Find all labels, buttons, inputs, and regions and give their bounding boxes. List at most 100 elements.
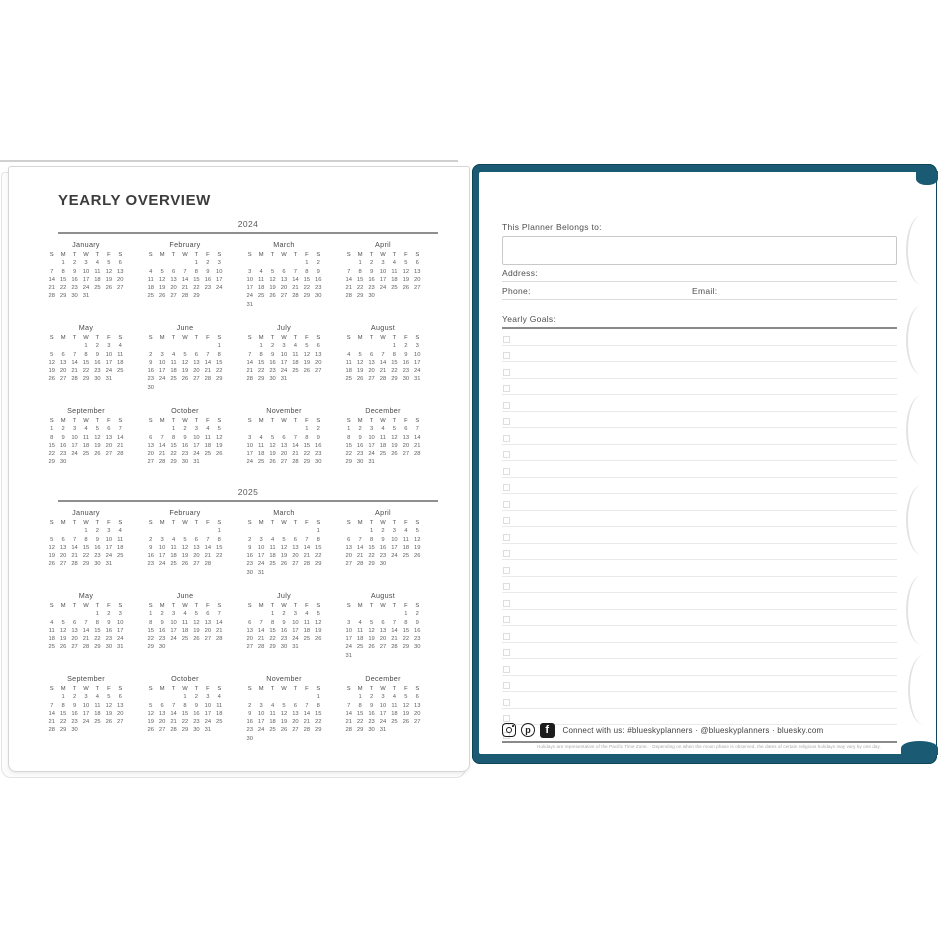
month-name: May [78,591,94,600]
goal-checkbox [503,418,510,425]
goal-line [502,676,897,692]
mini-calendar-july: July S M T W T F S 1 2 3 4 5 6 7 8 9 10 11 12 13 14 15 16 17 18 19… [240,591,328,674]
mini-calendar-august: August S M T W T F S 1 2 3 4 5 6 7 8 9 10 11 12 13 14 15 16 17 18… [339,591,427,674]
coil-loop [438,577,498,585]
mini-calendar-february: February S M T W T F S 1 2 3 4 5 6 7 8 9 10 11 12 13 14 15 16 17… [141,508,229,591]
goal-line [502,692,897,709]
month-name: August [370,323,396,332]
coil-loop [438,320,498,328]
month-name: December [365,674,401,683]
goal-line [502,626,897,643]
mini-calendar-september: September S M T W T F S 1 2 3 4 5 6 7 8 9 10 11 12 13 14 15 16 1… [42,406,130,489]
goal-checkbox [503,484,510,491]
coil-loop [438,263,498,271]
page-curl [906,485,938,555]
mini-calendar-may: May S M T W T F S 1 2 3 4 5 6 7 8 9 10 11 12 13 14 15 16 17 18 19 2… [42,323,130,406]
year-rule [58,500,438,502]
year-section-2025: 2025 January S M T W T F S 1 2 3 4 5 6 7 8 9 10 11 12 13 14 15… [48,487,438,757]
month-name: December [365,406,401,415]
goal-line [502,659,897,676]
facebook-icon: f [540,723,555,738]
yearly-goals-label: Yearly Goals: [502,314,557,324]
mini-calendar-october: October S M T W T F S 1 2 3 4 5 6 7 8 9 10 11 12 13 14 15 16 17 1… [141,674,229,757]
goal-checkbox [503,434,510,442]
goal-checkbox [503,616,510,623]
goal-line [502,560,897,577]
year-label: 2025 [237,487,259,497]
goal-line [502,643,897,659]
page-title: YEARLY OVERVIEW [58,192,211,209]
goal-line [502,544,897,560]
coil-loop [438,434,498,442]
goal-line [502,511,897,527]
holiday-disclaimer: Holidays are representative of the Pacif… [537,744,881,749]
month-name: February [169,240,201,249]
month-name: October [171,674,199,683]
mini-calendar-october: October S M T W T F S 1 2 3 4 5 6 7 8 9 10 11 12 13 14 15 16 17 1… [141,406,229,489]
coil-loop [438,406,498,414]
goal-checkbox [503,599,510,607]
mini-calendar-march: March S M T W T F S 1 2 3 4 5 6 7 8 9 10 11 12 13 14 15 16 17 18 1… [240,240,328,323]
month-name: September [67,406,105,415]
month-name: March [273,508,295,517]
goal-line [502,412,897,428]
goal-checkbox [503,682,510,689]
month-name: August [370,591,396,600]
goal-line [502,395,897,412]
mini-calendar-january: January S M T W T F S 1 2 3 4 5 6 7 8 9 10 11 12 13 14 15 16 17 1… [42,508,130,591]
cover-corner-top [916,171,938,185]
address-line [502,281,897,282]
goal-checkbox [503,352,510,359]
mini-calendar-february: February S M T W T F S 1 2 3 4 5 6 7 8 9 10 11 12 13 14 15 16 17… [141,240,229,323]
month-name: July [277,323,291,332]
goal-line [502,379,897,395]
goal-checkbox [503,649,510,656]
coil-loop [438,234,498,242]
month-name: January [72,508,100,517]
goal-line [502,577,897,593]
coil-loop [438,606,498,614]
coil-loop [438,520,498,528]
goal-checkbox [503,533,510,541]
months-grid-2024: January S M T W T F S 1 2 3 4 5 6 7 8 9 10 11 12 13 14 15 16 17 1… [42,240,427,489]
year-rule [58,232,438,234]
mini-calendar-march: March S M T W T F S 1 2 3 4 5 6 7 8 9 10 11 12 13 14 15 16 17 18 1… [240,508,328,591]
year-label: 2024 [237,219,259,229]
month-name: March [273,240,295,249]
back-sheet-edge [0,160,458,162]
months-grid-2025: January S M T W T F S 1 2 3 4 5 6 7 8 9 10 11 12 13 14 15 16 17 1… [42,508,427,757]
goal-checkbox [503,665,510,673]
goal-checkbox [503,467,510,475]
goal-checkbox [503,550,510,557]
month-name: June [176,323,194,332]
address-label: Address: [502,268,538,278]
mini-calendar-april: April S M T W T F S 1 2 3 4 5 6 7 8 9 10 11 12 13 14 15 16 17 18 1… [339,508,427,591]
name-box [502,236,897,265]
page-curl [906,215,938,285]
month-name: April [375,240,391,249]
goal-line [502,329,897,346]
mini-calendar-january: January S M T W T F S 1 2 3 4 5 6 7 8 9 10 11 12 13 14 15 16 17 1… [42,240,130,323]
coil-loop [438,492,498,500]
coil-loop [438,749,498,757]
mini-calendar-september: September S M T W T F S 1 2 3 4 5 6 7 8 9 10 11 12 13 14 15 16 1… [42,674,130,757]
coil-loop [438,463,498,471]
goal-checkbox [503,335,510,343]
mini-calendar-july: July S M T W T F S 1 2 3 4 5 6 7 8 9 10 11 12 13 14 15 16 17 18 19… [240,323,328,406]
phone-email-line [502,299,897,300]
connect-text: Connect with us: #blueskyplanners · @blu… [562,725,824,735]
goal-checkbox [503,517,510,524]
goal-checkbox [503,583,510,590]
month-name: July [277,591,291,600]
goal-line [502,593,897,610]
page-curl [906,575,938,645]
phone-label: Phone: [502,286,531,296]
mini-calendar-august: August S M T W T F S 1 2 3 4 5 6 7 8 9 10 11 12 13 14 15 16 17 18… [339,323,427,406]
footer-connect: p f Connect with us: #blueskyplanners · … [502,723,902,738]
goal-line [502,362,897,379]
coil-loop [438,206,498,214]
mini-calendar-november: November S M T W T F S 1 2 3 4 5 6 7 8 9 10 11 12 13 14 15 16 17… [240,406,328,489]
goal-checkbox [503,385,510,392]
mini-calendar-june: June S M T W T F S 1 2 3 4 5 6 7 8 9 10 11 12 13 14 15 16 17 18 19… [141,591,229,674]
goal-line [502,461,897,478]
